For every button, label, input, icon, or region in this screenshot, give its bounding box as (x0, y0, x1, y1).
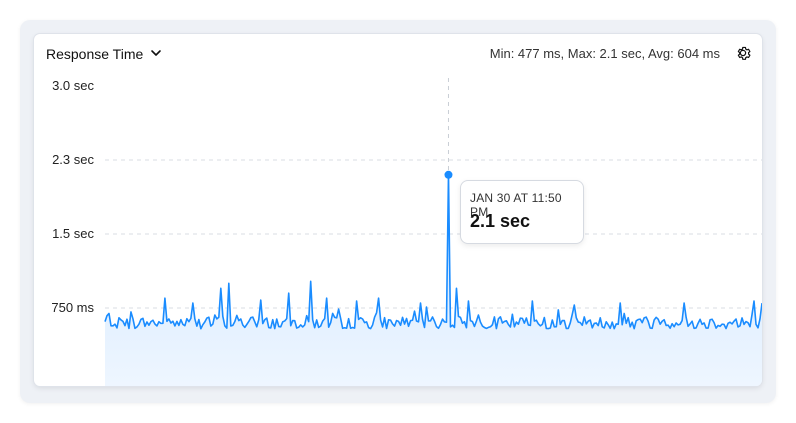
y-tick-label: 1.5 sec (52, 226, 94, 241)
gear-icon[interactable] (734, 44, 752, 62)
tooltip-value: 2.1 sec (470, 211, 531, 231)
chevron-down-icon (149, 46, 163, 63)
response-time-series (104, 174, 762, 330)
response-time-card: Response Time Min: 477 ms, Max: 2.1 sec,… (34, 34, 762, 386)
y-tick-label: 750 ms (51, 300, 94, 315)
response-time-chart[interactable]: 750 ms 1.5 sec 2.3 sec 3.0 sec (34, 34, 762, 386)
y-tick-label: 3.0 sec (52, 78, 94, 93)
y-tick-label: 2.3 sec (52, 152, 94, 167)
hover-tooltip: JAN 30 AT 11:50 PM 2.1 sec (460, 180, 584, 244)
tooltip-date: JAN 30 AT 11:50 PM (470, 191, 562, 219)
response-time-area (105, 174, 762, 386)
summary-stats: Min: 477 ms, Max: 2.1 sec, Avg: 604 ms (489, 46, 720, 61)
metric-title: Response Time (46, 46, 144, 62)
metric-selector[interactable]: Response Time (46, 44, 163, 64)
highlight-point[interactable] (444, 170, 453, 179)
